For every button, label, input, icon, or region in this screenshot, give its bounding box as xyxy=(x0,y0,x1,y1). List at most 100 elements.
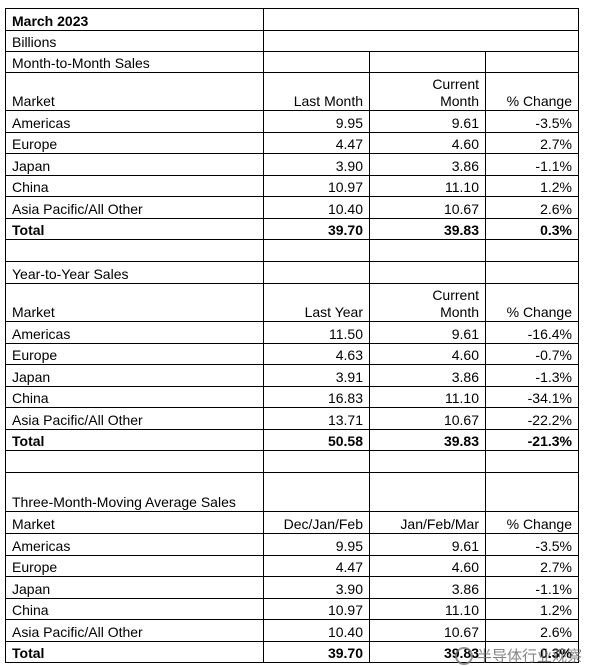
table-cell: -3.5% xyxy=(485,533,579,556)
blank-row xyxy=(5,450,579,473)
table-cell: -21.3% xyxy=(485,428,579,451)
table-cell xyxy=(263,30,579,52)
table-cell: % Change xyxy=(485,72,579,111)
table-cell: Billions xyxy=(5,30,264,52)
data-row: Japan 3.90 3.86 -1.1% xyxy=(5,576,579,599)
table-cell: 3.90 xyxy=(263,576,370,599)
data-row: China 10.97 11.10 1.2% xyxy=(5,174,579,197)
table-cell: 16.83 xyxy=(263,385,370,408)
column-header-row: Market Last Year Current Month% Change xyxy=(5,283,579,322)
table-cell xyxy=(263,51,370,73)
table-cell: 10.40 xyxy=(263,619,370,642)
cell-text: Current Month xyxy=(432,287,479,320)
table-cell: Americas xyxy=(5,110,264,133)
table-cell: Market xyxy=(5,511,264,534)
watermark-icon xyxy=(455,646,473,665)
table-cell xyxy=(263,239,370,262)
table-cell: 39.70 xyxy=(263,217,370,240)
table-cell: -1.1% xyxy=(485,576,579,599)
table-cell: 4.47 xyxy=(263,131,370,154)
table-cell xyxy=(369,450,486,473)
table-cell: Europe xyxy=(5,131,264,154)
table-cell: 3.86 xyxy=(369,364,486,387)
section-title-row: Three-Month-Moving Average Sales xyxy=(5,472,579,512)
table-cell: China xyxy=(5,174,264,197)
table-cell: 3.86 xyxy=(369,153,486,176)
data-row: Japan 3.90 3.86 -1.1% xyxy=(5,153,579,176)
table-cell: Europe xyxy=(5,554,264,577)
table-cell: 4.63 xyxy=(263,342,370,365)
table-cell xyxy=(263,450,370,473)
table-cell: 2.6% xyxy=(485,196,579,219)
section-title-row: Month-to-Month Sales xyxy=(5,51,579,73)
table-cell xyxy=(5,239,264,262)
table-cell: 10.67 xyxy=(369,407,486,430)
table-cell: -22.2% xyxy=(485,407,579,430)
table-cell: 10.97 xyxy=(263,174,370,197)
table-cell: 4.47 xyxy=(263,554,370,577)
data-row: Asia Pacific/All Other 10.40 10.67 2.6% xyxy=(5,619,579,642)
table-cell: 11.50 xyxy=(263,321,370,344)
data-row: Asia Pacific/All Other 10.40 10.67 2.6% xyxy=(5,196,579,219)
table-cell: Last Year xyxy=(263,283,370,322)
table-cell: 2.6% xyxy=(485,619,579,642)
cell-text: Current Month xyxy=(432,76,479,109)
table-cell xyxy=(485,261,579,284)
table-cell: 50.58 xyxy=(263,428,370,451)
table-cell: 13.71 xyxy=(263,407,370,430)
table-cell: March 2023 xyxy=(5,8,264,31)
table-cell: 0.3% xyxy=(485,217,579,240)
table-cell: 4.60 xyxy=(369,342,486,365)
table-cell: Current Month xyxy=(369,283,486,322)
blank-row xyxy=(5,239,579,262)
title-row: March 2023 xyxy=(5,8,579,31)
table-cell xyxy=(369,261,486,284)
table-cell: Total xyxy=(5,640,264,663)
total-row: Total 39.70 39.83 0.3% xyxy=(5,217,579,240)
table-cell xyxy=(263,472,370,512)
table-cell: -3.5% xyxy=(485,110,579,133)
table-cell: 9.61 xyxy=(369,110,486,133)
sales-table: March 2023 Billions Month-to-Month Sales Ma… xyxy=(5,8,579,663)
watermark: 半导体行业观察 xyxy=(455,645,582,666)
table-cell: 1.2% xyxy=(485,597,579,620)
table-cell xyxy=(369,472,486,512)
table-cell xyxy=(485,472,579,512)
table-cell: 4.60 xyxy=(369,554,486,577)
table-cell: -16.4% xyxy=(485,321,579,344)
table-cell: 9.61 xyxy=(369,321,486,344)
table-cell xyxy=(369,51,486,73)
table-cell xyxy=(5,450,264,473)
table-cell: 4.60 xyxy=(369,131,486,154)
column-header-row: Market Last Month Current Month% Change xyxy=(5,72,579,111)
table-cell: Year-to-Year Sales xyxy=(5,261,264,284)
table-cell xyxy=(485,239,579,262)
table-cell: 39.83 xyxy=(369,217,486,240)
table-cell: Total xyxy=(5,217,264,240)
table-cell: 11.10 xyxy=(369,597,486,620)
table-cell: Total xyxy=(5,428,264,451)
data-row: Americas 9.95 9.61 -3.5% xyxy=(5,110,579,133)
table-cell xyxy=(485,450,579,473)
table-cell: % Change xyxy=(485,283,579,322)
table-cell: Europe xyxy=(5,342,264,365)
table-cell: -1.3% xyxy=(485,364,579,387)
table-cell: -1.1% xyxy=(485,153,579,176)
table-cell: % Change xyxy=(485,511,579,534)
data-row: China 10.97 11.10 1.2% xyxy=(5,597,579,620)
table-cell: China xyxy=(5,385,264,408)
table-cell: Americas xyxy=(5,533,264,556)
data-row: Japan 3.91 3.86 -1.3% xyxy=(5,364,579,387)
table-cell: 3.90 xyxy=(263,153,370,176)
table-cell: Jan/Feb/Mar xyxy=(369,511,486,534)
table-cell: 2.7% xyxy=(485,131,579,154)
data-row: Europe 4.47 4.60 2.7% xyxy=(5,131,579,154)
data-row: Europe 4.47 4.60 2.7% xyxy=(5,554,579,577)
table-cell: 39.70 xyxy=(263,640,370,663)
table-body: March 2023 Billions Month-to-Month Sales Ma… xyxy=(5,8,579,663)
table-cell: Dec/Jan/Feb xyxy=(263,511,370,534)
table-cell: 10.67 xyxy=(369,196,486,219)
table-cell: 0.3% xyxy=(485,640,579,663)
table-cell: -0.7% xyxy=(485,342,579,365)
